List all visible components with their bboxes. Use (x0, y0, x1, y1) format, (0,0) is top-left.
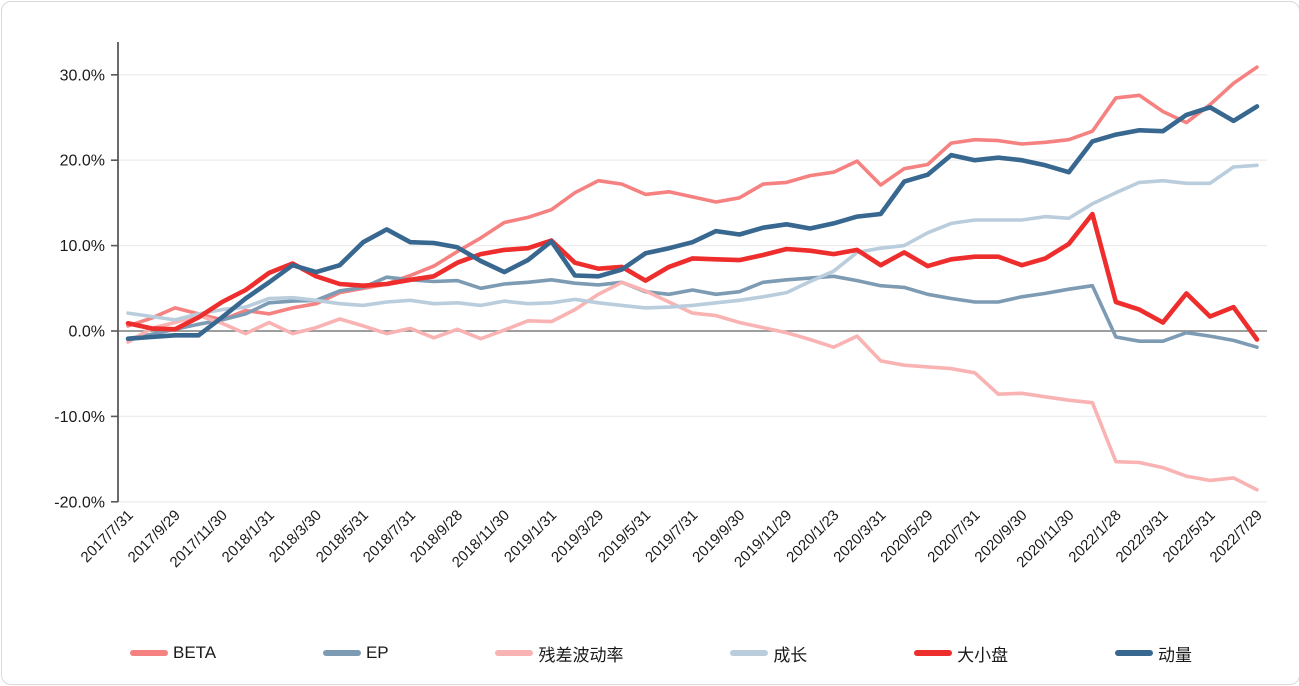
series-line-大小盘 (125, 211, 1260, 342)
legend-item-大小盘: 大小盘 (914, 641, 1008, 666)
legend-label: 成长 (773, 645, 808, 665)
legend-label: 大小盘 (957, 645, 1009, 665)
series-line-BETA (126, 65, 1259, 328)
legend-label: 残差波动率 (538, 645, 624, 665)
series-line-残差波动率 (126, 280, 1259, 492)
y-axis-label: 30.0% (60, 67, 105, 84)
series-line-动量 (125, 104, 1260, 342)
y-axis-label: 20.0% (60, 153, 105, 170)
y-axis-label: -20.0% (54, 494, 105, 511)
legend-item-BETA: BETA (130, 643, 216, 663)
legend-swatch-成长 (730, 650, 769, 656)
legend-label: BETA (173, 643, 217, 662)
y-axis-label: 10.0% (60, 238, 105, 255)
y-axis-label: 0.0% (69, 324, 105, 341)
legend-item-动量: 动量 (1114, 641, 1192, 666)
legend-label: 动量 (1157, 645, 1192, 665)
legend-item-残差波动率: 残差波动率 (495, 641, 623, 666)
series-line-成长 (126, 163, 1259, 322)
legend-swatch-大小盘 (914, 650, 953, 656)
legend: BETA EP 残差波动率 成长 大小盘 动量 (130, 636, 1192, 670)
legend-swatch-BETA (130, 650, 168, 656)
legend-label: EP (365, 643, 389, 662)
y-axis-label: -10.0% (54, 409, 105, 426)
legend-swatch-残差波动率 (495, 650, 534, 656)
legend-swatch-动量 (1114, 650, 1153, 656)
legend-item-EP: EP (322, 643, 389, 663)
legend-item-成长: 成长 (730, 641, 807, 666)
legend-swatch-EP (322, 650, 361, 656)
